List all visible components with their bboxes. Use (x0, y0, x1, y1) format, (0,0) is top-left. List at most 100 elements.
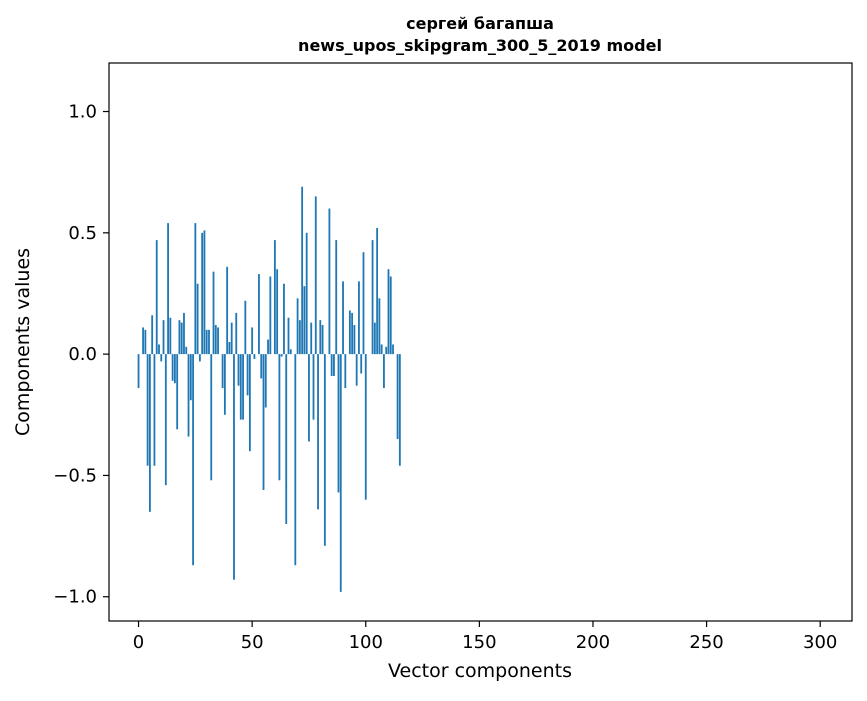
bar-component-81 (321, 325, 324, 355)
bar-component-2 (142, 327, 144, 355)
x-tick-label-100: 100 (349, 632, 383, 653)
bar-component-73 (303, 286, 306, 355)
bar-component-8 (155, 240, 158, 355)
bar-component-74 (305, 232, 308, 355)
bar-component-67 (289, 349, 292, 355)
bar-component-25 (194, 223, 197, 355)
bar-component-3 (144, 329, 147, 355)
bar-component-80 (319, 320, 322, 355)
bar-component-98 (360, 354, 363, 374)
bar-component-106 (378, 298, 381, 355)
bar-component-47 (244, 300, 247, 355)
bar-component-6 (151, 315, 154, 355)
bar-component-94 (351, 312, 354, 355)
bar-component-86 (333, 354, 335, 376)
bar-component-22 (187, 354, 190, 437)
x-axis-label: Vector components (388, 660, 572, 682)
bar-component-28 (201, 232, 204, 355)
bar-component-62 (278, 354, 281, 481)
bar-component-49 (248, 354, 251, 452)
bar-component-27 (198, 354, 201, 362)
chart-title-line-2: news_upos_skipgram_300_5_2019 model (298, 36, 662, 55)
x-tick-label-300: 300 (803, 632, 837, 653)
bar-component-58 (269, 276, 272, 355)
bar-component-90 (342, 281, 344, 355)
bar-component-77 (312, 354, 315, 420)
x-tick-label-50: 50 (241, 632, 264, 653)
bar-component-78 (314, 196, 317, 355)
bar-component-10 (160, 354, 163, 362)
bar-component-109 (385, 346, 388, 355)
bar-component-23 (189, 354, 192, 401)
bar-component-75 (308, 354, 310, 442)
y-tick-label-3: 0.5 (68, 223, 97, 244)
bar-component-87 (335, 240, 338, 355)
y-tick-label-2: 0.0 (68, 344, 97, 365)
bar-component-112 (392, 344, 394, 355)
bar-component-30 (205, 329, 208, 355)
bar-component-50 (251, 327, 254, 355)
bar-component-89 (339, 354, 342, 592)
bar-component-20 (183, 312, 185, 355)
plot-area-frame (108, 62, 853, 622)
bar-component-13 (167, 223, 169, 355)
y-axis-label: Components values (12, 248, 34, 436)
bar-component-24 (192, 354, 194, 566)
bar-component-88 (337, 354, 340, 493)
bar-component-96 (355, 354, 358, 386)
bar-component-65 (285, 354, 288, 524)
bar-component-18 (178, 320, 181, 355)
bar-component-12 (164, 354, 167, 486)
bar-component-111 (389, 276, 392, 355)
y-tick-label-1: −0.5 (53, 465, 97, 486)
bar-component-110 (387, 269, 390, 355)
bar-component-91 (344, 354, 347, 389)
bar-component-60 (273, 240, 276, 355)
bar-component-53 (258, 274, 260, 355)
x-tick-label-0: 0 (133, 632, 144, 653)
bar-component-4 (146, 354, 149, 466)
bar-component-0 (137, 354, 140, 389)
y-tick-label-0: −1.0 (53, 587, 97, 608)
bar-component-7 (153, 354, 156, 466)
bar-component-48 (246, 354, 249, 396)
bar-component-76 (310, 322, 313, 355)
bar-component-63 (280, 354, 283, 357)
bar-component-43 (235, 312, 238, 355)
bar-component-5 (148, 354, 151, 512)
bar-component-66 (287, 317, 290, 355)
bar-component-99 (362, 252, 365, 355)
bar-component-38 (223, 354, 226, 415)
bar-component-64 (283, 283, 285, 355)
bar-component-34 (214, 325, 217, 355)
x-axis-ticks: 0 50 100 150 200 250 300 (133, 621, 837, 653)
bar-component-85 (330, 354, 333, 376)
chart-title-line-1: сергей багапша (406, 14, 554, 33)
y-tick-label-4: 1.0 (68, 102, 97, 123)
bar-component-103 (371, 240, 374, 355)
bar-component-100 (364, 354, 367, 500)
bar-component-97 (358, 281, 360, 355)
bar-component-21 (185, 346, 188, 355)
bar-component-16 (173, 354, 176, 384)
bar-component-29 (203, 230, 206, 355)
bar-component-33 (212, 271, 215, 355)
bar-component-114 (396, 354, 399, 440)
bar-component-32 (210, 354, 213, 481)
bar-component-55 (262, 354, 265, 490)
bar-component-45 (239, 354, 242, 420)
bar-component-93 (348, 310, 351, 355)
bar-component-26 (196, 283, 199, 355)
x-tick-label-150: 150 (462, 632, 496, 653)
bar-component-82 (323, 354, 326, 546)
bar-component-107 (380, 344, 383, 355)
bar-component-9 (158, 344, 160, 355)
bar-component-71 (298, 320, 301, 355)
bar-component-39 (226, 266, 229, 355)
y-axis-ticks: −1.0 −0.5 0.0 0.5 1.0 (53, 102, 109, 608)
bar-component-11 (162, 320, 165, 355)
bar-component-105 (376, 227, 379, 355)
